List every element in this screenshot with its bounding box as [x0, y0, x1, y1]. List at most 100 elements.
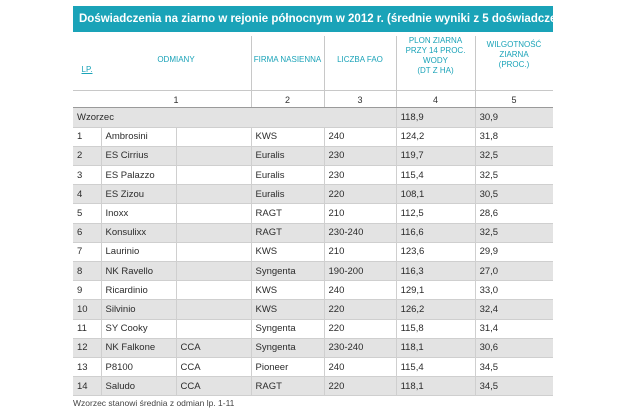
row-odmiana: NK Falkone — [101, 338, 177, 358]
row-lp: 8 — [73, 261, 102, 282]
row-lp: 12 — [73, 338, 102, 358]
row-fao: 230-240 — [324, 223, 397, 243]
table-row: 2 ES Cirrius Euralis 230 119,7 32,5 — [73, 146, 554, 167]
row-firma: Euralis — [251, 184, 325, 205]
row-extra — [176, 242, 252, 263]
table-row: 9 Ricardinio KWS 240 129,1 33,0 — [73, 280, 554, 301]
row-firma: Pioneer — [251, 357, 325, 378]
row-firma: Euralis — [251, 165, 325, 186]
row-firma: RAGT — [251, 376, 325, 397]
row-wilg: 33,0 — [475, 280, 554, 301]
header-plon: PLON ZIARNA PRZY 14 PROC. WODY (DT Z HA) — [396, 36, 475, 76]
row-wilg: 34,5 — [475, 357, 554, 378]
row-extra — [176, 203, 252, 224]
row-firma: Syngenta — [251, 338, 325, 358]
row-fao: 220 — [324, 184, 397, 205]
row-odmiana: Laurinio — [101, 242, 177, 263]
row-extra — [176, 127, 252, 147]
header-plon-line1: PLON ZIARNA — [408, 36, 463, 45]
header-plon-line2: PRZY 14 PROC. — [405, 46, 466, 55]
row-plon: 123,6 — [396, 242, 476, 263]
row-firma: KWS — [251, 127, 325, 147]
row-extra — [176, 146, 252, 167]
header-lp: LP. — [81, 65, 93, 74]
reference-row: Wzorzec 118,9 30,9 — [73, 108, 554, 128]
column-number: 4 — [432, 95, 438, 105]
row-extra: CCA — [176, 357, 252, 378]
row-firma: Syngenta — [251, 319, 325, 339]
row-extra — [176, 280, 252, 301]
header-plon-line3: WODY — [423, 56, 448, 65]
row-odmiana: Ricardinio — [101, 280, 177, 301]
column-number: 2 — [284, 95, 290, 105]
row-wilg: 29,9 — [475, 242, 554, 263]
row-wilg: 32,5 — [475, 223, 554, 243]
row-odmiana: Silvinio — [101, 299, 177, 320]
table-row: 6 Konsulixx RAGT 230-240 116,6 32,5 — [73, 223, 554, 243]
header-divider — [73, 90, 553, 91]
row-plon: 118,1 — [396, 376, 476, 397]
row-extra — [176, 261, 252, 282]
row-odmiana: ES Zizou — [101, 184, 177, 205]
row-plon: 108,1 — [396, 184, 476, 205]
header-wilg-line3: (PROC.) — [498, 60, 530, 69]
header-wilg-line2: ZIARNA — [499, 50, 529, 59]
table-title: Doświadczenia na ziarno w rejonie północ… — [73, 6, 553, 32]
table-row: 8 NK Ravello Syngenta 190-200 116,3 27,0 — [73, 261, 554, 282]
row-fao: 220 — [324, 376, 397, 397]
row-plon: 115,4 — [396, 165, 476, 186]
row-extra: CCA — [176, 338, 252, 358]
row-fao: 230 — [324, 146, 397, 167]
row-odmiana: ES Palazzo — [101, 165, 177, 186]
header-fao: LICZBA FAO — [337, 55, 383, 64]
row-lp: 1 — [73, 127, 102, 147]
row-odmiana: P8100 — [101, 357, 177, 378]
column-number: 3 — [357, 95, 363, 105]
row-plon: 112,5 — [396, 203, 476, 224]
header-plon-line4: (DT Z HA) — [417, 66, 454, 75]
table-row: 10 Silvinio KWS 220 126,2 32,4 — [73, 299, 554, 320]
row-firma: RAGT — [251, 203, 325, 224]
row-firma: Syngenta — [251, 261, 325, 282]
row-extra: CCA — [176, 376, 252, 397]
row-lp: 2 — [73, 146, 102, 167]
row-wilg: 31,4 — [475, 319, 554, 339]
header-separator — [475, 36, 476, 107]
row-lp: 5 — [73, 203, 102, 224]
row-firma: KWS — [251, 242, 325, 263]
row-extra — [176, 223, 252, 243]
row-plon: 115,4 — [396, 357, 476, 378]
row-lp: 10 — [73, 299, 102, 320]
row-plon: 115,8 — [396, 319, 476, 339]
reference-label: Wzorzec — [73, 108, 397, 128]
row-wilg: 32,4 — [475, 299, 554, 320]
table-row: 14 Saludo CCA RAGT 220 118,1 34,5 — [73, 376, 554, 397]
row-fao: 230 — [324, 165, 397, 186]
table-row: 1 Ambrosini KWS 240 124,2 31,8 — [73, 127, 554, 147]
table-row: 4 ES Zizou Euralis 220 108,1 30,5 — [73, 184, 554, 205]
row-fao: 190-200 — [324, 261, 397, 282]
row-odmiana: Saludo — [101, 376, 177, 397]
row-wilg: 30,5 — [475, 184, 554, 205]
header-separator — [324, 36, 325, 107]
row-fao: 240 — [324, 357, 397, 378]
row-lp: 14 — [73, 376, 102, 397]
header-wilgotnosc: WILGOTNOŚĆ ZIARNA (PROC.) — [475, 40, 553, 70]
table-row: 7 Laurinio KWS 210 123,6 29,9 — [73, 242, 554, 263]
row-extra — [176, 184, 252, 205]
results-table: Wzorzec 118,9 30,9 1 Ambrosini KWS 240 124,2… — [73, 108, 554, 397]
header-firma: FIRMA NASIENNA — [253, 55, 322, 64]
row-plon: 126,2 — [396, 299, 476, 320]
row-odmiana: Inoxx — [101, 203, 177, 224]
row-lp: 4 — [73, 184, 102, 205]
row-fao: 210 — [324, 203, 397, 224]
row-plon: 116,3 — [396, 261, 476, 282]
row-lp: 11 — [73, 319, 102, 339]
row-extra — [176, 299, 252, 320]
row-odmiana: Ambrosini — [101, 127, 177, 147]
header-odmiany: ODMIANY — [157, 55, 195, 64]
row-lp: 7 — [73, 242, 102, 263]
row-extra — [176, 165, 252, 186]
table-row: 3 ES Palazzo Euralis 230 115,4 32,5 — [73, 165, 554, 186]
row-wilg: 30,6 — [475, 338, 554, 358]
